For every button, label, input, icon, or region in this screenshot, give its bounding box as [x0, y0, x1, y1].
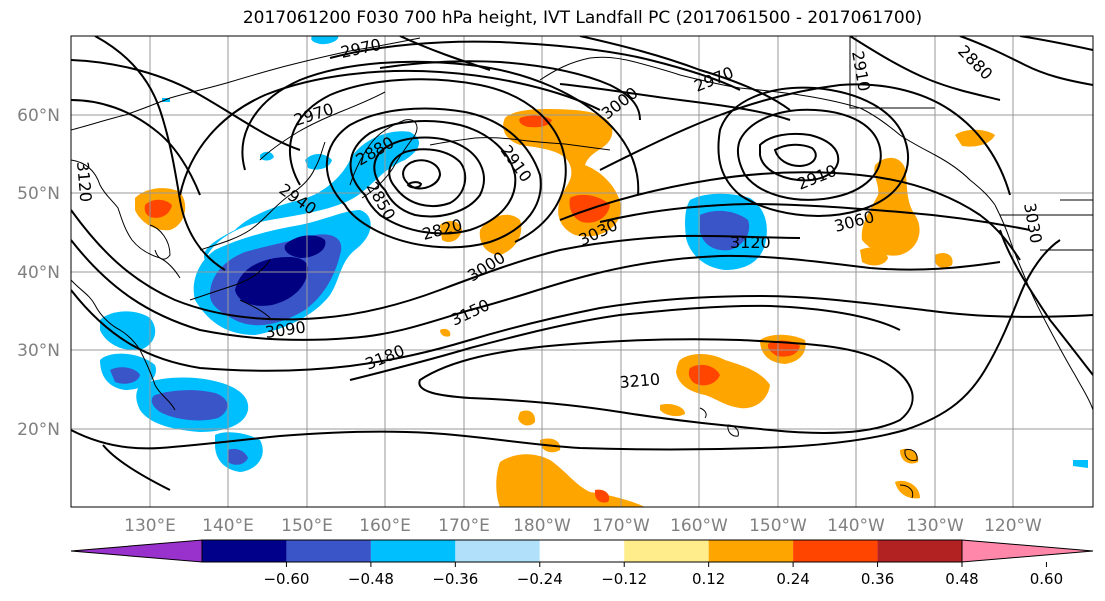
lat-label: 20°N — [17, 420, 60, 440]
lon-label: 140°E — [202, 516, 254, 536]
colorbar-segment — [539, 540, 625, 562]
lon-label: 160°W — [670, 516, 728, 536]
colorbar-extend-max — [961, 539, 1094, 563]
colorbar-tick-label: −0.24 — [517, 570, 563, 588]
colorbar-extend-min — [70, 539, 203, 563]
colorbar-tick-label: −0.12 — [601, 570, 647, 588]
ivt-positive-shading — [135, 108, 995, 507]
lon-label: 150°W — [749, 516, 807, 536]
contour-label: 3120 — [73, 161, 95, 203]
lon-label: 180°W — [513, 516, 571, 536]
map-frame — [70, 35, 1094, 508]
lon-label: 170°W — [592, 516, 650, 536]
lat-label: 50°N — [17, 184, 60, 204]
lon-label: 120°W — [984, 516, 1042, 536]
colorbar-tick-label: −0.48 — [348, 570, 394, 588]
height-contours — [71, 36, 1093, 491]
contour-label: 3120 — [730, 233, 771, 252]
lon-label: 140°W — [827, 516, 885, 536]
lon-label: 150°E — [281, 516, 333, 536]
colorbar-segment — [455, 540, 540, 562]
lon-label: 130°E — [124, 516, 176, 536]
colorbar-segment — [202, 540, 287, 562]
colorbar-segment — [708, 540, 794, 562]
colorbar: −0.60 −0.48 −0.36 −0.24 −0.12 0.12 0.24 0.36 0.4… — [70, 539, 1094, 588]
colorbar-border — [201, 539, 963, 563]
colorbar-segment — [793, 540, 878, 562]
colorbar-tick-label: 0.48 — [945, 570, 978, 588]
lon-label: 130°W — [906, 516, 964, 536]
colorbar-segment — [624, 540, 709, 562]
lon-label: 170°E — [438, 516, 490, 536]
lon-label: 160°E — [359, 516, 411, 536]
colorbar-segment — [877, 540, 962, 562]
colorbar-segment — [286, 540, 371, 562]
coastlines — [71, 36, 1093, 499]
colorbar-tick-label: 0.36 — [861, 570, 894, 588]
lat-label: 60°N — [17, 106, 60, 126]
map-title: 2017061200 F030 700 hPa height, IVT Land… — [242, 8, 923, 28]
colorbar-tick-label: 0.60 — [1030, 570, 1063, 588]
colorbar-tick-label: −0.36 — [432, 570, 478, 588]
colorbar-tick-label: 0.24 — [776, 570, 809, 588]
colorbar-tick-label: −0.60 — [263, 570, 309, 588]
graticule — [71, 36, 1093, 507]
contour-label: 3210 — [619, 370, 661, 392]
colorbar-tick-label: 0.12 — [692, 570, 725, 588]
lat-label: 40°N — [17, 263, 60, 283]
colorbar-segment — [370, 540, 456, 562]
lat-label: 30°N — [17, 341, 60, 361]
